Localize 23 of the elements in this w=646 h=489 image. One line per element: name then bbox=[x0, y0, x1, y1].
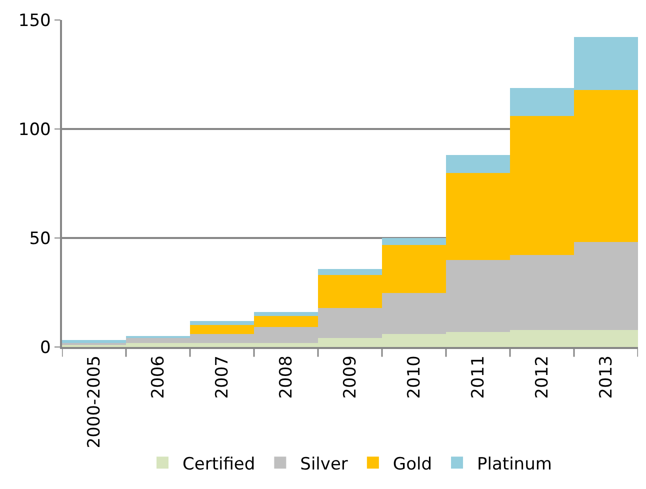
legend-label: Silver bbox=[300, 454, 348, 474]
x-tick-label: 2012 bbox=[532, 356, 553, 399]
y-tick-label: 50 bbox=[29, 228, 51, 249]
bar bbox=[254, 312, 318, 316]
bar bbox=[318, 269, 382, 275]
x-tick-label: 2013 bbox=[596, 356, 617, 399]
x-tick-label: 2009 bbox=[340, 356, 361, 399]
x-tick-label: 2000-2005 bbox=[84, 356, 105, 448]
legend-label: Platinum bbox=[477, 454, 552, 474]
legend-label: Certified bbox=[182, 454, 256, 474]
x-tick-label: 2010 bbox=[404, 356, 425, 399]
bar bbox=[382, 238, 446, 245]
bar bbox=[446, 155, 510, 173]
bar bbox=[62, 340, 126, 343]
bar bbox=[190, 321, 254, 325]
y-tick-label: 100 bbox=[18, 120, 51, 140]
legend-label: Gold bbox=[392, 454, 432, 474]
x-tick-label: 2007 bbox=[212, 356, 233, 399]
x-tick-label: 2011 bbox=[468, 356, 489, 399]
y-tick-label: 150 bbox=[18, 10, 51, 31]
y-tick-label: 0 bbox=[40, 338, 51, 358]
x-tick-label: 2006 bbox=[148, 356, 169, 399]
x-tick-label: 2008 bbox=[276, 356, 297, 399]
